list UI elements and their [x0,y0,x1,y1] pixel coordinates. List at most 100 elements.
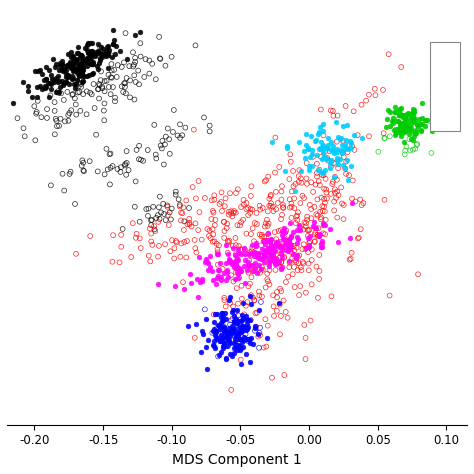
Point [299,246,306,253]
Point [407,110,415,118]
Point [337,155,344,163]
Point [77,80,85,88]
Point [251,327,259,335]
Point [108,67,115,74]
Point [211,216,219,224]
Point [172,191,179,199]
Point [302,142,310,149]
Point [34,97,42,105]
Point [79,64,86,72]
Point [142,55,149,63]
Point [153,214,160,222]
Point [237,328,245,336]
Point [88,51,95,59]
Point [160,161,168,168]
Point [297,264,305,271]
Point [222,194,229,202]
Point [406,111,413,118]
Point [83,58,91,65]
Point [147,230,155,237]
Point [286,242,294,250]
Point [229,307,237,314]
Point [266,238,274,246]
Point [206,122,213,129]
Point [413,140,421,148]
Point [317,146,325,153]
Point [409,146,417,154]
Point [284,314,292,321]
Point [54,87,62,95]
Point [247,316,255,324]
Point [320,203,328,210]
Point [303,213,311,220]
Point [264,208,272,215]
Point [279,201,287,209]
Point [66,58,73,66]
Point [204,266,211,273]
Point [310,188,317,196]
Point [301,194,308,202]
Point [239,314,247,322]
Point [151,227,159,235]
Point [354,235,362,242]
Point [261,178,268,185]
Point [339,161,346,169]
Point [50,78,58,86]
Point [428,127,435,135]
Point [132,78,139,86]
Point [245,250,252,258]
Point [268,374,276,382]
Point [198,275,206,283]
Point [210,337,218,345]
Point [253,309,261,317]
Point [67,168,74,175]
Point [214,273,221,280]
Point [242,250,250,257]
Point [254,330,262,338]
Point [67,107,75,114]
Point [331,148,338,156]
Point [225,335,232,342]
Point [240,334,247,341]
Point [207,234,214,242]
Point [402,115,410,123]
Point [67,64,75,72]
Point [148,216,155,224]
Point [311,224,319,232]
Point [304,144,311,152]
Point [242,302,250,310]
Point [415,116,422,123]
Point [392,129,400,137]
Point [38,70,46,77]
Point [256,324,264,331]
Point [340,201,347,209]
Point [230,263,237,271]
Point [315,275,323,283]
Point [228,317,235,324]
Point [32,67,39,74]
Point [149,203,157,210]
Point [278,246,286,254]
Point [392,131,399,139]
Point [226,328,233,335]
Point [190,126,198,133]
Point [411,145,419,153]
Point [97,54,104,62]
Point [240,324,247,332]
Point [220,339,228,347]
Point [314,294,322,301]
Point [51,107,58,115]
Point [48,71,55,79]
Point [264,254,272,262]
Point [214,246,221,253]
Point [60,80,68,87]
Point [237,360,245,368]
Point [233,315,240,323]
Point [241,250,249,258]
Point [280,235,288,243]
Point [191,236,199,244]
Point [154,211,162,219]
Point [259,204,266,212]
Point [406,135,413,143]
Point [271,247,279,255]
